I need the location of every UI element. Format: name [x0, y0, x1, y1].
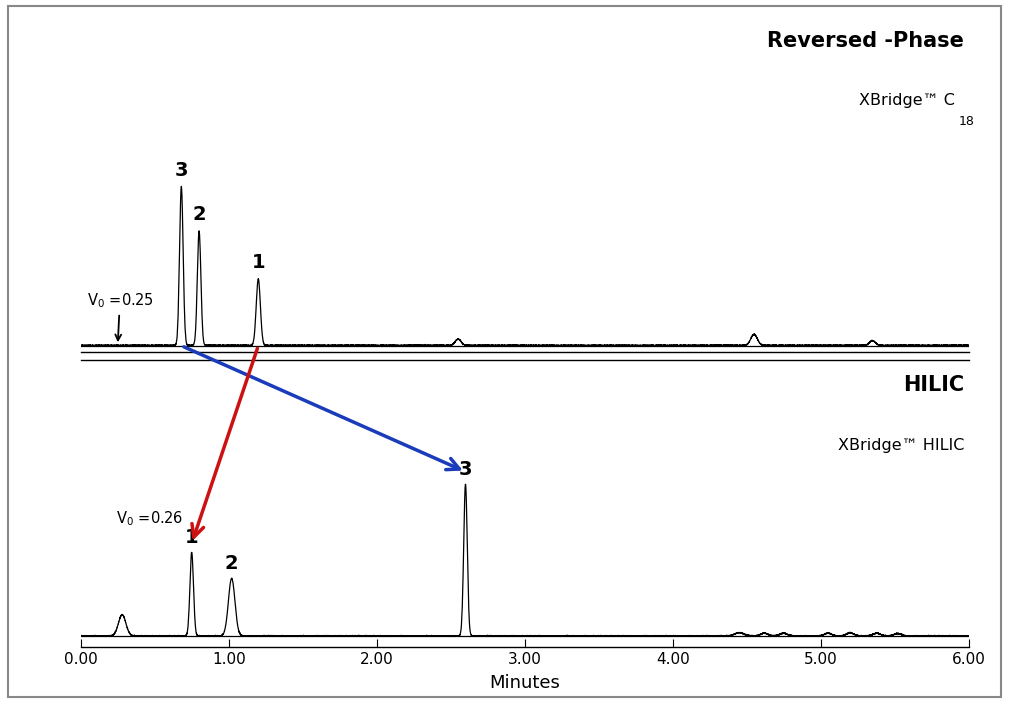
- Text: 3: 3: [459, 460, 472, 479]
- Text: 2: 2: [193, 205, 206, 224]
- Text: 3: 3: [175, 161, 188, 180]
- Text: HILIC: HILIC: [903, 375, 965, 395]
- Text: 1: 1: [185, 529, 199, 548]
- X-axis label: Minutes: Minutes: [489, 673, 560, 692]
- Text: V$_0$ =0.25: V$_0$ =0.25: [87, 291, 153, 340]
- Text: XBridge™ C: XBridge™ C: [860, 93, 956, 108]
- Text: 18: 18: [959, 115, 975, 129]
- Text: Reversed -Phase: Reversed -Phase: [767, 32, 965, 51]
- Text: V$_0$ =0.26: V$_0$ =0.26: [116, 510, 184, 529]
- Text: 2: 2: [225, 554, 238, 573]
- Text: 1: 1: [251, 253, 265, 272]
- Text: XBridge™ HILIC: XBridge™ HILIC: [837, 439, 965, 453]
